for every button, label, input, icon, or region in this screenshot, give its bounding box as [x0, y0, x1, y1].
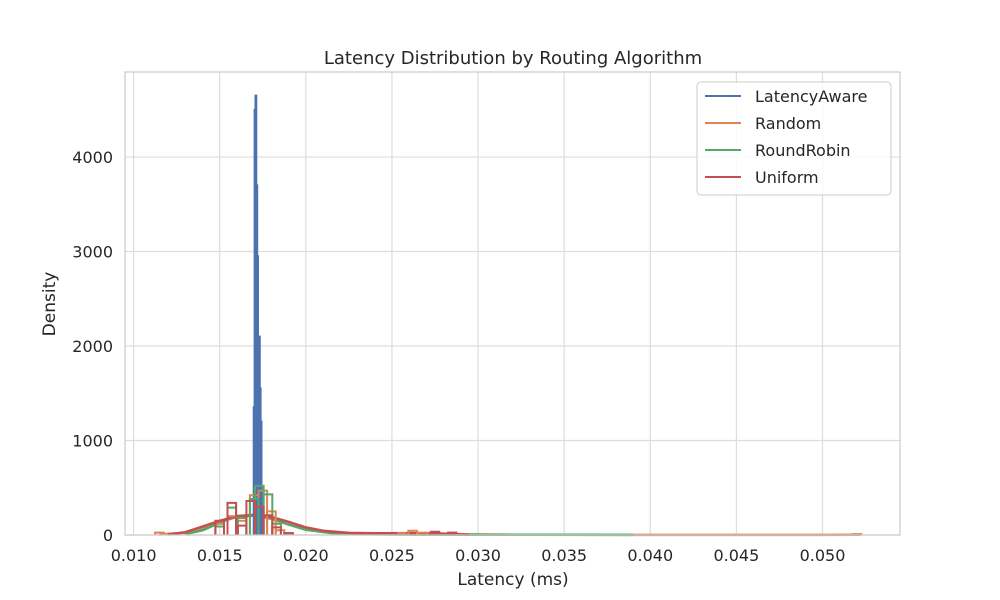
x-tick-label: 0.045: [713, 546, 759, 565]
hist-bin-uniform: [352, 532, 363, 535]
legend-box: [696, 81, 892, 196]
x-tick-label: 0.025: [369, 546, 415, 565]
x-tick-label: 0.040: [627, 546, 673, 565]
y-axis-label: Density: [40, 272, 60, 337]
y-tick-label: 2000: [72, 337, 113, 356]
y-tick-label: 1000: [72, 432, 113, 451]
x-tick-label: 0.020: [283, 546, 329, 565]
x-tick-label: 0.010: [111, 546, 157, 565]
x-tick-label: 0.050: [800, 546, 846, 565]
x-tick-labels: 0.010 0.015 0.020 0.025 0.030 0.035 0.040 0.045…: [111, 546, 846, 565]
x-axis-label: Latency (ms): [457, 570, 568, 590]
hist-bin-uniform: [283, 532, 294, 535]
hist-bin-uniform: [386, 532, 398, 535]
hist-bin-uniform: [271, 526, 282, 535]
histogram-outlines: [154, 94, 863, 536]
hist-bin-random: [417, 531, 429, 535]
legend-label-roundrobin: RoundRobin: [755, 141, 851, 160]
hist-bin-random: [407, 529, 418, 535]
x-tick-label: 0.035: [541, 546, 587, 565]
hist-bin-latencyaware: [259, 420, 263, 535]
chart-title: Latency Distribution by Routing Algorith…: [324, 48, 702, 69]
x-tick-label: 0.030: [455, 546, 501, 565]
hist-bin-uniform: [446, 531, 458, 535]
hist-bin-random: [154, 531, 165, 535]
hist-bin-uniform: [214, 519, 225, 535]
legend-label-latencyaware: LatencyAware: [755, 87, 868, 106]
y-tick-label: 0: [103, 526, 113, 545]
hist-bin-uniform: [262, 514, 274, 535]
x-tick-label: 0.015: [197, 546, 243, 565]
hist-bin-uniform: [226, 501, 238, 535]
y-tick-label: 4000: [72, 148, 113, 167]
legend-label-random: Random: [755, 114, 821, 133]
plot-frame: [124, 71, 901, 536]
y-tick-labels: 0 1000 2000 3000 4000: [72, 148, 113, 545]
legend: LatencyAware Random RoundRobin Uniform: [696, 81, 892, 196]
y-tick-label: 3000: [72, 243, 113, 262]
hist-bin-uniform: [429, 530, 441, 535]
legend-label-uniform: Uniform: [755, 168, 819, 187]
